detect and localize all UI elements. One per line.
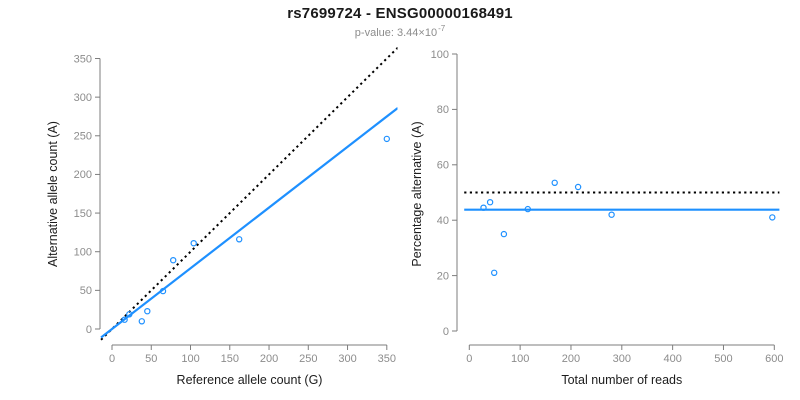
lines-group — [464, 191, 780, 211]
data-point — [524, 205, 532, 213]
y-tick-label: 300 — [74, 92, 92, 104]
data-point — [551, 179, 558, 186]
data-point — [486, 198, 494, 206]
data-point — [383, 135, 390, 143]
lines-group — [100, 46, 398, 341]
x-tick-label: 400 — [663, 353, 681, 365]
y-tick-label: 250 — [74, 131, 92, 143]
x-tick-label: 300 — [338, 353, 356, 365]
x-tick-label: 300 — [613, 353, 631, 365]
data-point — [190, 239, 197, 247]
y-tick-label: 150 — [74, 208, 92, 220]
pvalue-exponent: -7 — [438, 24, 446, 33]
x-axis-title: Total number of reads — [561, 373, 682, 387]
regression-line — [100, 107, 398, 339]
data-point — [144, 308, 151, 315]
x-tick-label: 200 — [260, 353, 278, 365]
right-plot: 0 100 200 300 400 500 600 0 20 40 60 80 100 Total num… — [410, 49, 783, 387]
x-tick-label: 100 — [181, 353, 199, 365]
y-tick-label: 80 — [437, 104, 449, 116]
x-tick-label: 0 — [466, 353, 472, 365]
x-tick-label: 250 — [299, 353, 317, 365]
x-tick-label: 600 — [765, 353, 783, 365]
y-tick-label: 60 — [437, 160, 449, 172]
identity-line — [100, 46, 398, 341]
figure-subtitle: p-value: 3.44×10-7 — [0, 24, 800, 39]
y-tick-label: 100 — [74, 247, 92, 259]
data-point — [159, 287, 167, 295]
data-point — [480, 204, 487, 211]
y-axis-title: Percentage alternative (A) — [410, 121, 424, 266]
left-plot: 0 50 100 150 200 250 300 350 0 50 100 150 200 250 300 3… — [46, 46, 398, 387]
y-tick-label: 40 — [437, 215, 449, 227]
x-tick-label: 0 — [109, 353, 115, 365]
y-tick-label: 100 — [431, 49, 449, 61]
y-tick-label: 350 — [74, 53, 92, 65]
data-point — [169, 257, 177, 264]
x-tick-label: 500 — [714, 353, 732, 365]
x-axis-title: Reference allele count (G) — [177, 373, 323, 387]
y-tick-label: 0 — [86, 324, 92, 336]
points-group — [121, 135, 390, 325]
data-point — [491, 269, 498, 276]
data-point — [235, 236, 243, 243]
x-tick-label: 200 — [562, 353, 580, 365]
data-point — [121, 316, 128, 323]
data-point — [138, 318, 145, 325]
y-tick-label: 200 — [74, 169, 92, 181]
y-tick-label: 50 — [80, 285, 92, 297]
x-tick-label: 150 — [221, 353, 239, 365]
data-point — [608, 211, 615, 218]
y-tick-label: 0 — [443, 326, 449, 338]
data-point — [769, 214, 776, 221]
x-tick-label: 350 — [378, 353, 396, 365]
y-axis-title: Alternative allele count (A) — [46, 121, 60, 267]
points-group — [480, 179, 776, 276]
data-point — [500, 230, 508, 238]
y-tick-label: 20 — [437, 270, 449, 282]
data-point — [574, 183, 582, 191]
x-tick-label: 50 — [145, 353, 157, 365]
pvalue-text: p-value: 3.44×10 — [354, 27, 438, 39]
data-point — [126, 311, 133, 318]
figure-title: rs7699724 - ENSG00000168491 — [287, 5, 513, 22]
x-tick-label: 100 — [511, 353, 529, 365]
